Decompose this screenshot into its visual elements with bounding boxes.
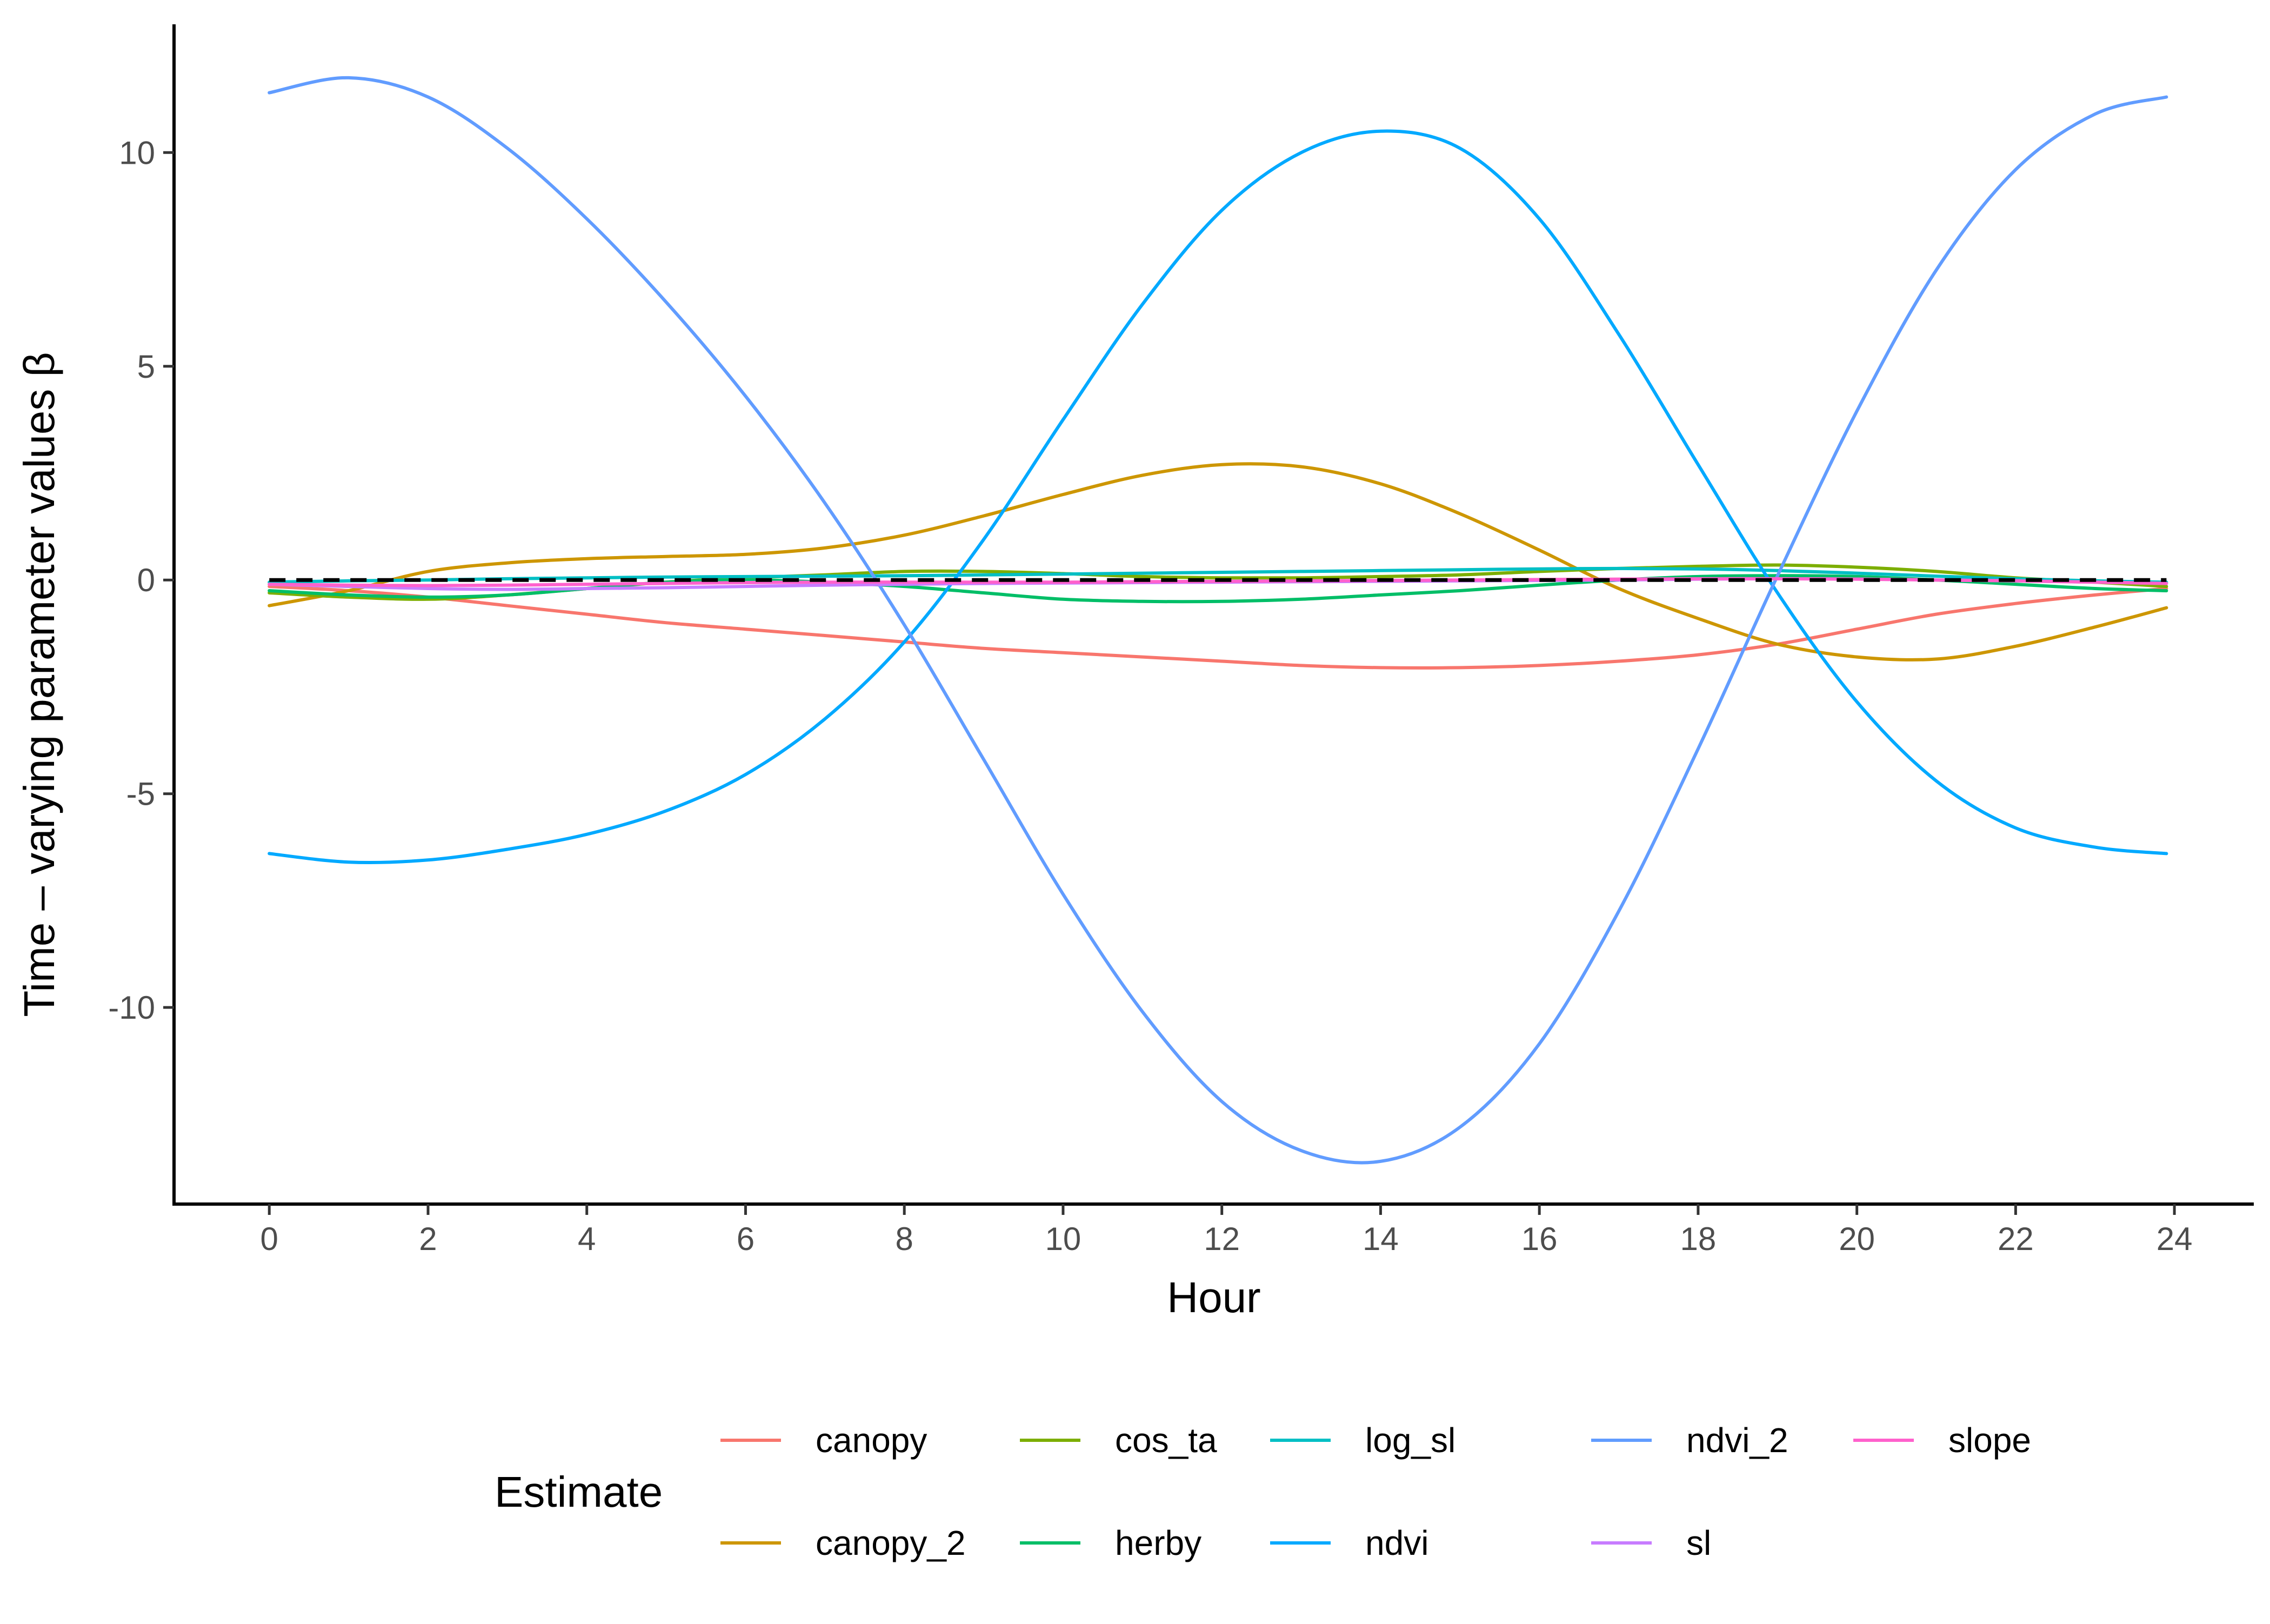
series-line-canopy-2 <box>268 462 2168 661</box>
x-tick-label: 14 <box>1363 1221 1399 1257</box>
y-tick-label: 0 <box>137 562 155 598</box>
legend-item-canopy-2: canopy_2 <box>720 1523 966 1562</box>
legend-label: ndvi_2 <box>1686 1421 1788 1460</box>
y-tick-label: -10 <box>108 990 155 1026</box>
x-tick-label: 6 <box>737 1221 755 1257</box>
series-line-ndvi-2 <box>268 76 2168 1165</box>
x-tick-label: 22 <box>1998 1221 2034 1257</box>
legend-label: slope <box>1948 1421 2031 1460</box>
x-tick-label: 24 <box>2156 1221 2193 1257</box>
legend-item-slope: slope <box>1853 1421 2031 1460</box>
legend-item-ndvi-2: ndvi_2 <box>1591 1421 1788 1460</box>
y-axis-title: Time – varying parameter values β <box>15 352 63 1017</box>
legend-label: ndvi <box>1365 1523 1428 1562</box>
legend-label: cos_ta <box>1115 1421 1217 1460</box>
legend-label: log_sl <box>1365 1421 1456 1460</box>
legend-item-ndvi: ndvi <box>1270 1523 1428 1562</box>
legend-item-cos-ta: cos_ta <box>1020 1421 1217 1460</box>
series-line-canopy <box>268 585 2168 670</box>
legend-item-sl: sl <box>1591 1523 1711 1562</box>
legend-label: herby <box>1115 1523 1201 1562</box>
legend-label: canopy <box>816 1421 927 1460</box>
legend-title: Estimate <box>495 1468 663 1516</box>
legend-item-herby: herby <box>1020 1523 1201 1562</box>
x-tick-label: 4 <box>578 1221 596 1257</box>
legend-label: sl <box>1686 1523 1711 1562</box>
legend-item-canopy: canopy <box>720 1421 927 1460</box>
series-line-log-sl <box>268 566 2168 584</box>
x-tick-label: 8 <box>896 1221 913 1257</box>
x-tick-label: 16 <box>1521 1221 1558 1257</box>
x-tick-label: 2 <box>419 1221 437 1257</box>
x-tick-label: 20 <box>1839 1221 1875 1257</box>
y-tick-label: -5 <box>126 776 155 812</box>
legend-label: canopy_2 <box>816 1523 966 1562</box>
x-tick-label: 18 <box>1680 1221 1717 1257</box>
x-axis-title: Hour <box>1167 1273 1260 1321</box>
y-tick-label: 10 <box>119 135 155 171</box>
series-line-ndvi <box>268 129 2168 864</box>
legend-item-log-sl: log_sl <box>1270 1421 1456 1460</box>
y-tick-label: 5 <box>137 349 155 385</box>
x-tick-label: 0 <box>261 1221 278 1257</box>
x-tick-label: 12 <box>1204 1221 1240 1257</box>
x-tick-label: 10 <box>1045 1221 1081 1257</box>
